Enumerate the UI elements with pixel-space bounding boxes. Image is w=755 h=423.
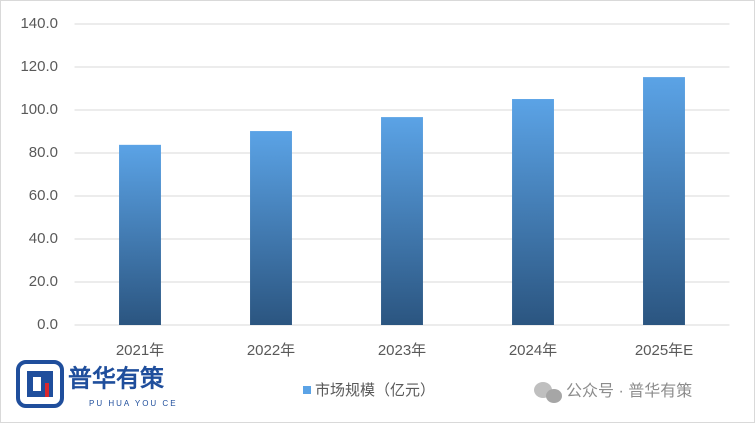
logo-subtext: PU HUA YOU CE [89,399,178,408]
x-tick-label: 2022年 [247,342,295,359]
legend-swatch [303,386,311,394]
watermark-icon [534,382,562,403]
y-tick-label: 20.0 [29,273,58,290]
bar [381,117,423,325]
y-tick-label: 0.0 [37,316,58,333]
x-tick-label: 2021年 [116,342,164,359]
bar [119,144,161,325]
x-tick-label: 2025年E [635,342,693,359]
bar [512,99,554,325]
y-tick-label: 60.0 [29,187,58,204]
legend-label: 市场规模（亿元） [315,382,435,399]
watermark: 公众号 · 普华有策 [566,382,692,400]
y-tick-label: 120.0 [20,58,58,75]
x-tick-label: 2024年 [509,342,557,359]
bar [250,131,292,325]
logo-icon [16,360,64,408]
y-tick-label: 140.0 [20,15,58,32]
y-tick-label: 100.0 [20,101,58,118]
y-tick-label: 40.0 [29,230,58,247]
logo-text: 普华有策 [68,364,165,392]
x-tick-label: 2023年 [378,342,426,359]
bar [643,77,685,325]
y-tick-label: 80.0 [29,144,58,161]
